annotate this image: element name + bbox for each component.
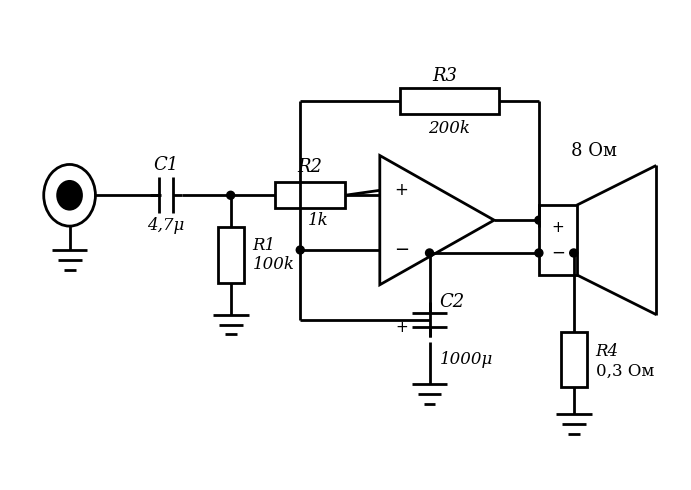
Circle shape bbox=[569, 249, 578, 257]
Text: R4: R4 bbox=[596, 343, 618, 360]
Text: R2: R2 bbox=[298, 158, 323, 176]
Circle shape bbox=[535, 216, 543, 224]
Text: +: + bbox=[395, 320, 408, 335]
Text: 0,3 Ом: 0,3 Ом bbox=[596, 363, 654, 380]
Text: 8 Ом: 8 Ом bbox=[571, 142, 616, 160]
Circle shape bbox=[535, 249, 543, 257]
Polygon shape bbox=[380, 155, 494, 285]
Bar bbox=[399, 88, 499, 114]
Circle shape bbox=[227, 191, 235, 199]
Text: −: − bbox=[551, 244, 565, 262]
Ellipse shape bbox=[44, 165, 95, 226]
Text: +: + bbox=[551, 220, 564, 235]
Bar bbox=[561, 332, 587, 387]
Text: R3: R3 bbox=[432, 67, 457, 85]
Bar bbox=[218, 227, 244, 283]
Text: 1000μ: 1000μ bbox=[439, 351, 493, 368]
Text: −: − bbox=[394, 241, 409, 259]
Ellipse shape bbox=[57, 181, 82, 209]
Circle shape bbox=[296, 246, 304, 254]
Bar bbox=[276, 182, 345, 208]
Bar bbox=[539, 205, 577, 275]
Text: 200k: 200k bbox=[428, 120, 471, 137]
Text: 100k: 100k bbox=[252, 256, 294, 273]
Text: 4,7μ: 4,7μ bbox=[147, 217, 184, 234]
Text: 1k: 1k bbox=[307, 212, 328, 229]
Circle shape bbox=[426, 249, 433, 257]
Text: +: + bbox=[395, 181, 408, 199]
Text: C1: C1 bbox=[153, 156, 179, 174]
Text: R1: R1 bbox=[252, 237, 276, 253]
Text: C2: C2 bbox=[439, 293, 465, 311]
